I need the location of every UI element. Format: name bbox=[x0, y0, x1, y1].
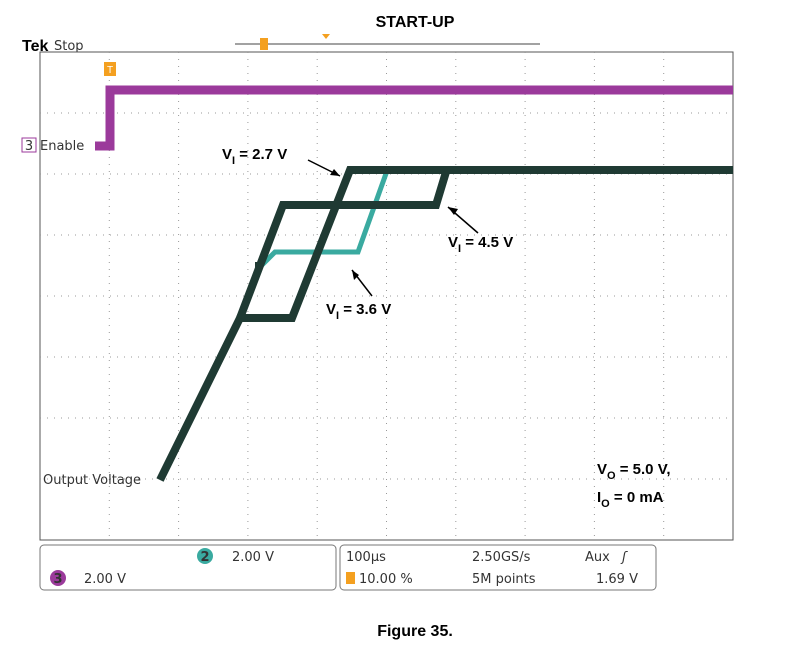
condition-sub: O bbox=[607, 470, 616, 482]
condition-rest: = 0 mA bbox=[610, 489, 664, 506]
status-bar: 2 2.00 V 3 2.00 V 100µs 2.50GS/s Aux ʃ 1… bbox=[39, 544, 657, 591]
annotation-sub: I bbox=[336, 310, 339, 322]
annotation: VI = 4.5 V bbox=[448, 234, 513, 255]
brand: Tek bbox=[22, 38, 48, 55]
condition: VO = 5.0 V, bbox=[597, 461, 671, 482]
time-box bbox=[339, 544, 657, 591]
ch2-scale: 2.00 V bbox=[232, 550, 274, 565]
annotation-main: V bbox=[222, 146, 232, 163]
condition-sub: O bbox=[601, 498, 610, 510]
ch-box bbox=[39, 544, 337, 591]
screen bbox=[39, 51, 734, 541]
annotations: VI = 2.7 VVI = 4.5 VVI = 3.6 VVO = 5.0 V… bbox=[222, 146, 671, 510]
trig-icon bbox=[346, 572, 355, 584]
condition-main: I bbox=[597, 489, 601, 506]
edge-icon: ʃ bbox=[620, 550, 628, 565]
ch3-number: 3 bbox=[53, 572, 62, 587]
annotation-main: V bbox=[448, 234, 458, 251]
trace-4v5 bbox=[236, 170, 450, 320]
trigger-pos bbox=[260, 38, 268, 50]
enable-label: Enable bbox=[40, 139, 84, 154]
enable-trace bbox=[95, 85, 733, 151]
trigger-source: Aux bbox=[585, 550, 610, 565]
annotation-sub: I bbox=[232, 155, 235, 167]
ch3-box bbox=[21, 137, 37, 153]
annotation-main: V bbox=[326, 301, 336, 318]
annotation: VI = 3.6 V bbox=[326, 301, 391, 322]
record-length: 5M points bbox=[472, 572, 536, 587]
trigger-level: 1.69 V bbox=[596, 572, 638, 587]
condition: IO = 0 mA bbox=[597, 489, 664, 510]
title: START-UP bbox=[376, 14, 455, 31]
status: Stop bbox=[54, 39, 84, 54]
sample-rate: 2.50GS/s bbox=[472, 550, 531, 565]
condition-rest: = 5.0 V, bbox=[616, 461, 671, 478]
trace-2v7 bbox=[156, 166, 733, 482]
annotation-rest: = 4.5 V bbox=[461, 234, 513, 251]
condition-main: V bbox=[597, 461, 607, 478]
trace-label: Output Voltage bbox=[43, 473, 141, 488]
ch3-scale: 2.00 V bbox=[84, 572, 126, 587]
ch3-marker: 3 bbox=[25, 139, 33, 154]
ch2-badge bbox=[197, 548, 213, 564]
annotation-rest: = 3.6 V bbox=[339, 301, 391, 318]
trigger-position: 10.00 % bbox=[359, 572, 413, 587]
trigger-label: T bbox=[107, 65, 113, 76]
ch2-number: 2 bbox=[200, 550, 209, 565]
trigger-flag bbox=[104, 62, 116, 76]
caption: Figure 35. bbox=[377, 623, 453, 640]
timebase: 100µs bbox=[346, 550, 386, 565]
ch3-badge bbox=[50, 570, 66, 586]
annotation: VI = 2.7 V bbox=[222, 146, 287, 167]
annotation-sub: I bbox=[458, 243, 461, 255]
annotation-rest: = 2.7 V bbox=[235, 146, 287, 163]
